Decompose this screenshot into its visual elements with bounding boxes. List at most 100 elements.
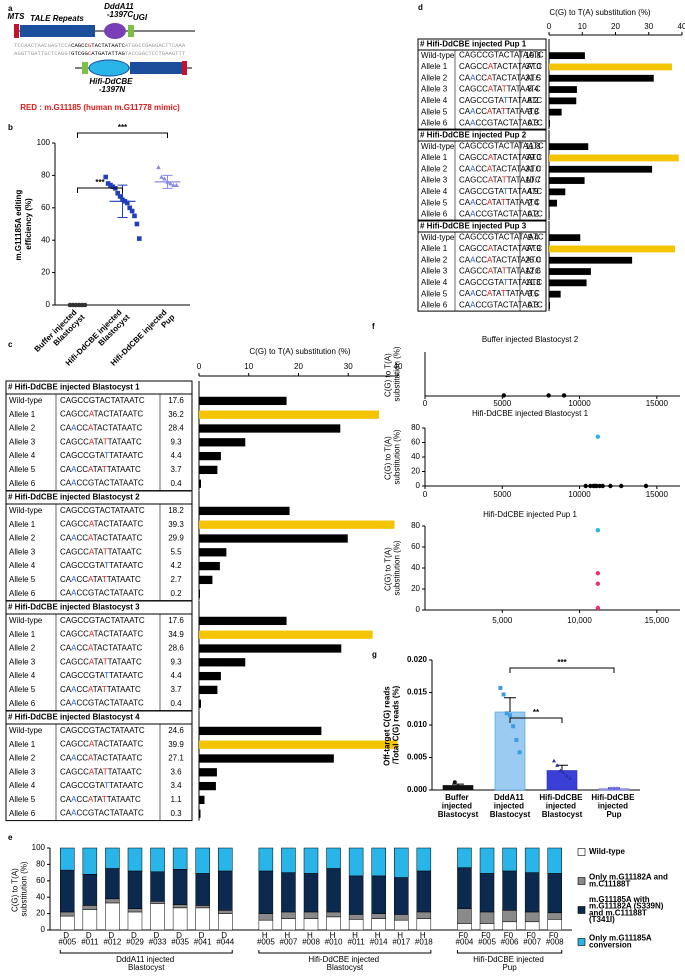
point	[452, 780, 457, 785]
allele-label: Allele 3	[421, 267, 448, 276]
bar-segment	[258, 913, 274, 921]
allele-label: Allele 5	[9, 685, 36, 694]
bar-segment	[524, 921, 540, 931]
bar	[549, 86, 577, 93]
allele-sequence: CAACCATACTATAATC	[459, 164, 542, 173]
point	[498, 685, 503, 690]
bar-segment	[348, 919, 364, 931]
significance-label: ***	[95, 178, 105, 187]
bar	[549, 268, 591, 275]
allele-sequence: CAGCCATATTATAATC	[60, 657, 142, 666]
table-title: # Hifi-DdCBE injected Blastocyst 1	[8, 383, 140, 392]
point	[588, 483, 593, 489]
point	[174, 182, 179, 187]
value-label: 0.4	[170, 479, 182, 488]
x-tick-label: D #035	[171, 931, 189, 947]
error-bar	[162, 174, 173, 189]
allele-sequence: CAACCGTACTATAATC	[459, 301, 543, 310]
point	[608, 483, 613, 489]
bar	[549, 234, 581, 242]
point	[561, 770, 566, 775]
allele-label: Allele 1	[9, 740, 36, 749]
y-tick-label: 40	[411, 452, 420, 461]
allele-label: Allele 5	[421, 107, 448, 116]
bar	[549, 177, 585, 184]
sequence-top: TCCAACTAACGAGTCCACAGCCGTACTATAATCATGGCCG…	[14, 42, 186, 49]
value-label: 28.6	[168, 644, 184, 653]
y-tick-label: 100	[37, 138, 51, 147]
x-tick-label: D #011	[81, 931, 99, 947]
point	[595, 581, 601, 586]
seq-part: TCCAACTAACGAGTCCA	[14, 42, 72, 49]
point	[501, 692, 506, 697]
point	[583, 483, 588, 489]
seq-part: ATGGCCGAGGACTTCAAA	[125, 42, 186, 49]
bar-segment	[416, 918, 432, 931]
bar-segment	[394, 914, 409, 921]
point	[564, 773, 569, 778]
bar	[549, 120, 550, 127]
group-bracket	[456, 950, 563, 954]
point	[561, 393, 567, 398]
allele-label: Allele 3	[9, 547, 36, 556]
value-label: 2.4	[527, 198, 539, 207]
x-tick-label: 15000	[646, 399, 669, 408]
bar-segment	[82, 847, 98, 875]
x-tick-label: DddA11 injected Blastocyst	[490, 793, 531, 819]
bar-segment	[172, 847, 188, 870]
ugi-box	[128, 25, 134, 37]
bar-segment	[371, 847, 386, 877]
bar	[549, 256, 633, 264]
allele-sequence: CAGCCGTATTATAATC	[60, 451, 143, 460]
x-tick-label: H #017	[392, 931, 410, 947]
mts-box	[182, 61, 187, 75]
bar	[549, 290, 561, 298]
y-tick-label: 20	[36, 909, 45, 918]
allele-sequence: CAGCCGTACTATAATC	[60, 726, 145, 735]
x-tick-label: 40	[394, 362, 403, 371]
bar	[549, 188, 566, 196]
bar-segment	[127, 870, 143, 909]
x-tick-label: 10	[244, 362, 253, 371]
table-title: # Hifi-DdCBE injected Pup 2	[420, 131, 527, 140]
bar	[199, 781, 216, 791]
point	[595, 605, 601, 611]
allele-label: Allele 6	[421, 210, 448, 219]
bar	[199, 685, 218, 695]
allele-sequence: CAGCCGTACTATAATC	[459, 142, 544, 151]
x-tick-label: D #005	[58, 931, 76, 947]
y-tick-label: 20	[411, 467, 420, 476]
bar-segment	[150, 901, 165, 905]
point	[117, 194, 123, 199]
value-label: 39.3	[168, 520, 184, 529]
allele-sequence: CAGCCGTATTATAATC	[60, 561, 143, 570]
x-tick-label: H #007	[280, 931, 298, 947]
significance-label: ***	[118, 123, 128, 132]
point	[115, 190, 120, 196]
x-tick-label: 5000	[493, 490, 511, 499]
bar-segment	[105, 847, 120, 869]
bar	[549, 154, 679, 162]
value-label: 1.1	[170, 795, 182, 804]
allele-sequence: CAACCATATTATAATC	[459, 289, 540, 298]
value-label: 28.4	[168, 424, 184, 433]
point	[555, 763, 560, 767]
value-label: 11.8	[526, 142, 542, 151]
bar-segment	[479, 873, 495, 913]
point	[608, 786, 613, 791]
value-label: 8.2	[527, 96, 539, 105]
point	[595, 571, 601, 576]
allele-sequence: CAGCCGTACTATAATC	[459, 51, 544, 60]
bar-segment	[457, 908, 472, 924]
y-tick-label: 0	[46, 300, 51, 309]
value-label: 0.3	[527, 119, 539, 128]
allele-label: Allele 3	[421, 176, 448, 185]
group-bracket	[258, 950, 432, 954]
x-tick-label: F0 #004	[456, 931, 474, 947]
allele-label: Allele 6	[9, 479, 36, 488]
allele-sequence: CAACCATATTATAATC	[60, 795, 141, 804]
x-tick-label: H #008	[302, 931, 320, 947]
bar	[199, 534, 348, 543]
x-tick-label: D #033	[149, 931, 167, 947]
panel-a: a MTS TALE Repeats DddA11 -1397C UGI TCC…	[8, 2, 195, 112]
